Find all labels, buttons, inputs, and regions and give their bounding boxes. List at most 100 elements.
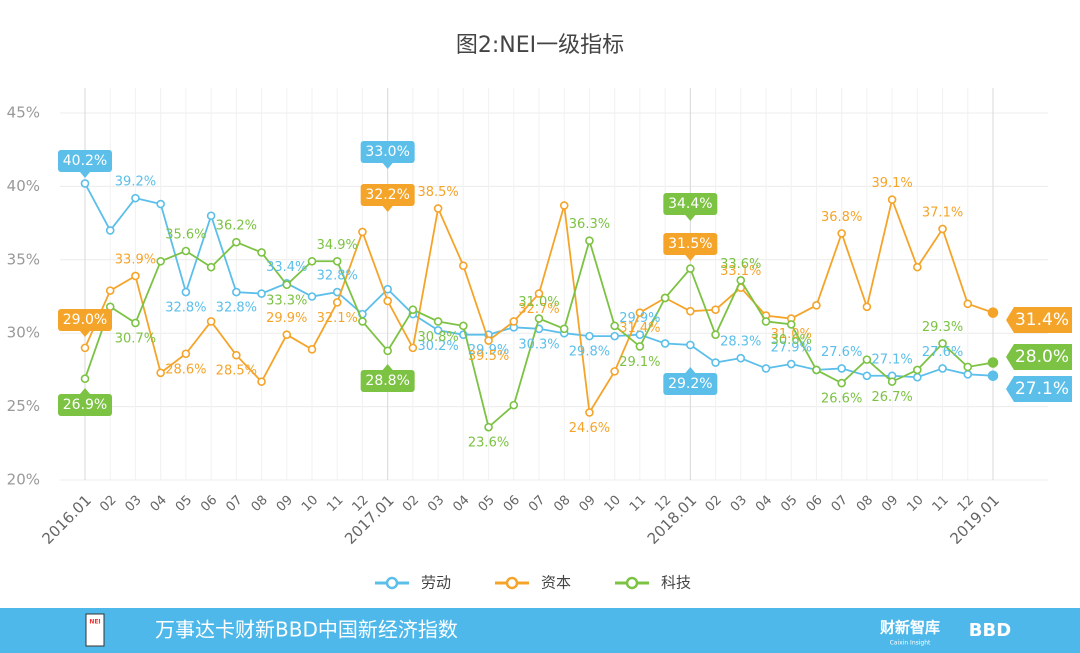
point (358, 227, 367, 237)
y-tick-label: 30% (7, 324, 40, 342)
point (459, 261, 468, 270)
data-label: 33.4% (266, 260, 307, 275)
point (332, 256, 342, 266)
callout-label: 29.0% (63, 312, 107, 328)
point (559, 324, 569, 334)
point (509, 400, 519, 410)
data-label: 34.9% (317, 238, 358, 253)
point (307, 256, 317, 266)
point (509, 317, 519, 326)
point (206, 211, 216, 221)
data-label: 39.2% (115, 175, 156, 190)
footer-bar (0, 608, 1080, 653)
x-tick-label: 08 (249, 493, 271, 515)
point (105, 286, 115, 295)
data-label: 23.6% (468, 436, 509, 451)
footer-brand: 财新智库 (880, 619, 940, 637)
callout-pointer (80, 331, 90, 337)
x-tick-label: 09 (274, 493, 296, 515)
legend-label: 劳动 (421, 574, 451, 592)
x-tick-label: 03 (728, 493, 750, 515)
point (761, 364, 771, 373)
x-tick-label: 06 (501, 493, 523, 515)
point (408, 343, 418, 353)
point (156, 199, 165, 209)
legend-label: 资本 (541, 574, 571, 592)
point (408, 305, 418, 315)
legend-label: 科技 (661, 574, 691, 592)
data-label: 32.1% (317, 311, 358, 326)
data-label: 30.7% (115, 331, 156, 346)
point (257, 377, 266, 386)
data-label: 36.8% (821, 210, 862, 225)
data-label: 31.0% (771, 327, 812, 342)
callout-label: 33.0% (365, 144, 409, 160)
point (257, 248, 266, 257)
data-label: 32.7% (518, 302, 559, 317)
data-label: 27.6% (821, 345, 862, 360)
point (131, 193, 140, 203)
callout-box (58, 309, 112, 331)
point (156, 256, 165, 266)
callout-box (58, 394, 112, 416)
end-callout (1006, 376, 1072, 402)
data-label: 32.8% (216, 301, 257, 316)
point (711, 330, 720, 339)
point (635, 308, 645, 317)
y-tick-label: 45% (7, 104, 40, 122)
data-label: 26.7% (871, 390, 912, 405)
x-tick-label: 04 (753, 493, 775, 515)
point (80, 343, 90, 353)
data-label: 27.9% (771, 341, 812, 356)
point (433, 325, 443, 335)
callout-pointer (685, 215, 696, 221)
point (686, 340, 695, 350)
point (181, 246, 191, 256)
x-tick-label: 02 (703, 493, 725, 515)
point (484, 422, 493, 432)
point (181, 287, 191, 297)
legend-marker (625, 576, 639, 590)
x-tick-label: 09 (879, 493, 901, 515)
callout-box (663, 233, 718, 255)
legend-marker (505, 576, 519, 590)
data-label: 27.6% (922, 345, 963, 360)
point (433, 204, 443, 213)
callout-pointer (685, 367, 696, 373)
data-label: 30.2% (417, 339, 458, 354)
point (534, 314, 544, 323)
y-tick-label: 25% (7, 397, 40, 415)
data-label: 32.8% (165, 301, 206, 316)
callout-label: 29.2% (668, 376, 712, 392)
point (862, 371, 872, 381)
point (913, 365, 922, 375)
point (105, 226, 115, 235)
data-label: 30.8% (417, 330, 458, 345)
x-tick-label: 03 (122, 493, 144, 515)
callout-label: 32.2% (365, 187, 409, 203)
x-tick-label: 11 (930, 493, 952, 515)
x-tick-label: 05 (173, 493, 195, 515)
callout-pointer (685, 255, 696, 261)
footer-title: 万事达卡财新BBD中国新经济指数 (155, 618, 458, 642)
callout-box (360, 184, 415, 206)
point (862, 302, 872, 312)
point (80, 179, 90, 188)
data-label: 33.3% (266, 293, 307, 308)
data-label: 29.9% (468, 343, 509, 358)
point (585, 408, 594, 417)
point (131, 318, 140, 328)
data-label: 28.3% (720, 335, 761, 350)
footer-brand-sub: Caixin Insight (890, 640, 931, 647)
x-tick-label: 07 (223, 493, 245, 515)
point (736, 353, 746, 363)
chart-title: 图2:NEI一级指标 (456, 33, 624, 58)
point (383, 346, 392, 356)
point (736, 276, 746, 285)
point (181, 349, 191, 359)
data-label: 28.5% (216, 364, 257, 379)
point (812, 301, 821, 310)
point (534, 289, 544, 298)
point (837, 378, 846, 388)
